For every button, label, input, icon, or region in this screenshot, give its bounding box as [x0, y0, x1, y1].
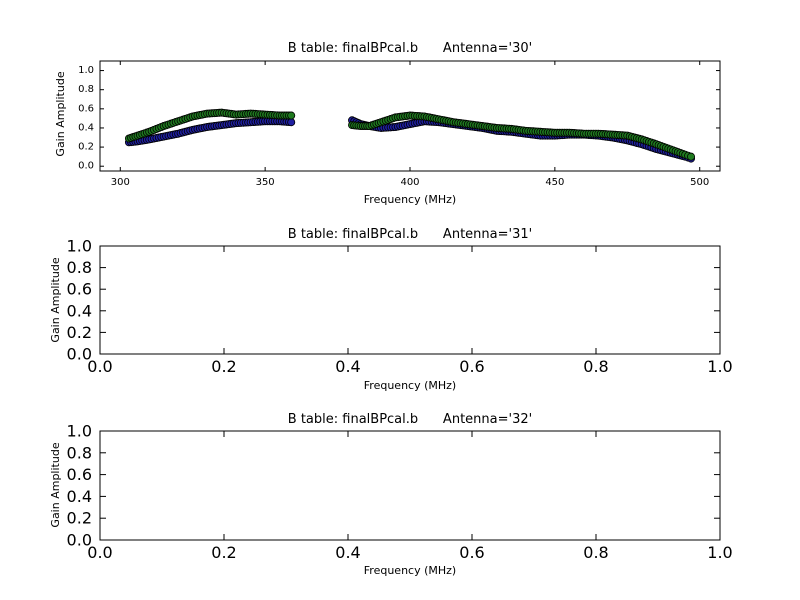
x-tick-label: 450 — [545, 177, 564, 188]
plot-frame — [99, 245, 721, 355]
y-tick-label: 0.4 — [67, 301, 92, 320]
panel-antenna-31: B table: finalBPcal.b Antenna='31' 0.0 0.… — [49, 227, 733, 392]
x-tick-label: 0.0 — [87, 543, 112, 562]
y-tick-label: 0.2 — [67, 323, 92, 342]
y-tick-label: 0.6 — [67, 465, 92, 484]
x-tick-label: 0.2 — [211, 543, 236, 562]
x-axis-label: Frequency (MHz) — [364, 564, 456, 577]
x-tick-label: 500 — [690, 177, 709, 188]
x-tick-label: 0.6 — [459, 357, 484, 376]
tick-group: 300 350 400 450 500 0.0 0.2 0.4 0.6 0.8 1.0 — [78, 61, 720, 188]
x-tick-label: 0.0 — [87, 357, 112, 376]
data-point-series-2 — [687, 152, 696, 161]
x-tick-label: 0.4 — [335, 543, 360, 562]
x-tick-label: 1.0 — [707, 543, 732, 562]
x-tick-label: 300 — [111, 177, 130, 188]
x-tick-label: 350 — [256, 177, 275, 188]
x-tick-label: 0.8 — [583, 357, 608, 376]
x-tick-label: 0.4 — [335, 357, 360, 376]
panel-antenna-32: B table: finalBPcal.b Antenna='32' 0.0 0.… — [49, 412, 733, 577]
tick-group: 0.0 0.2 0.4 0.6 0.8 1.0 0.0 0.2 0.4 0.6 0.8 1.0 — [67, 237, 733, 377]
y-tick-label: 0.2 — [67, 509, 92, 528]
x-tick-label: 0.8 — [583, 543, 608, 562]
y-tick-label: 0.8 — [67, 258, 92, 277]
y-tick-label: 0.0 — [78, 161, 94, 172]
data-points — [124, 108, 696, 163]
x-tick-label: 0.2 — [211, 357, 236, 376]
y-tick-label: 0.4 — [67, 487, 92, 506]
panel-title: B table: finalBPcal.b Antenna='30' — [288, 41, 532, 56]
y-axis-label: Gain Amplitude — [54, 71, 67, 156]
y-axis-label: Gain Amplitude — [49, 442, 62, 527]
plot-frame — [99, 60, 721, 172]
y-tick-label: 0.6 — [78, 103, 94, 114]
y-tick-label: 0.4 — [78, 122, 94, 133]
y-tick-label: 0.2 — [78, 142, 94, 153]
y-tick-label: 1.0 — [67, 422, 92, 441]
y-tick-label: 0.8 — [78, 84, 94, 95]
x-tick-label: 400 — [400, 177, 419, 188]
x-axis-label: Frequency (MHz) — [364, 193, 456, 206]
tick-group: 0.0 0.2 0.4 0.6 0.8 1.0 0.0 0.2 0.4 0.6 0.8 1.0 — [67, 422, 733, 563]
data-point-series-2 — [287, 111, 296, 120]
y-tick-label: 1.0 — [67, 237, 92, 256]
panel-antenna-30: B table: finalBPcal.b Antenna='30' 300 35… — [54, 41, 721, 206]
y-tick-label: 0.8 — [67, 443, 92, 462]
y-tick-label: 0.0 — [67, 345, 92, 364]
x-axis-label: Frequency (MHz) — [364, 379, 456, 392]
plot-frame — [99, 430, 721, 541]
x-tick-label: 0.6 — [459, 543, 484, 562]
data-point-series-1 — [287, 118, 296, 127]
panel-title: B table: finalBPcal.b Antenna='32' — [288, 412, 532, 427]
y-axis-label: Gain Amplitude — [49, 257, 62, 342]
panel-title: B table: finalBPcal.b Antenna='31' — [288, 227, 532, 242]
x-tick-label: 1.0 — [707, 357, 732, 376]
y-tick-label: 1.0 — [78, 65, 94, 76]
y-tick-label: 0.0 — [67, 531, 92, 550]
y-tick-label: 0.6 — [67, 280, 92, 299]
